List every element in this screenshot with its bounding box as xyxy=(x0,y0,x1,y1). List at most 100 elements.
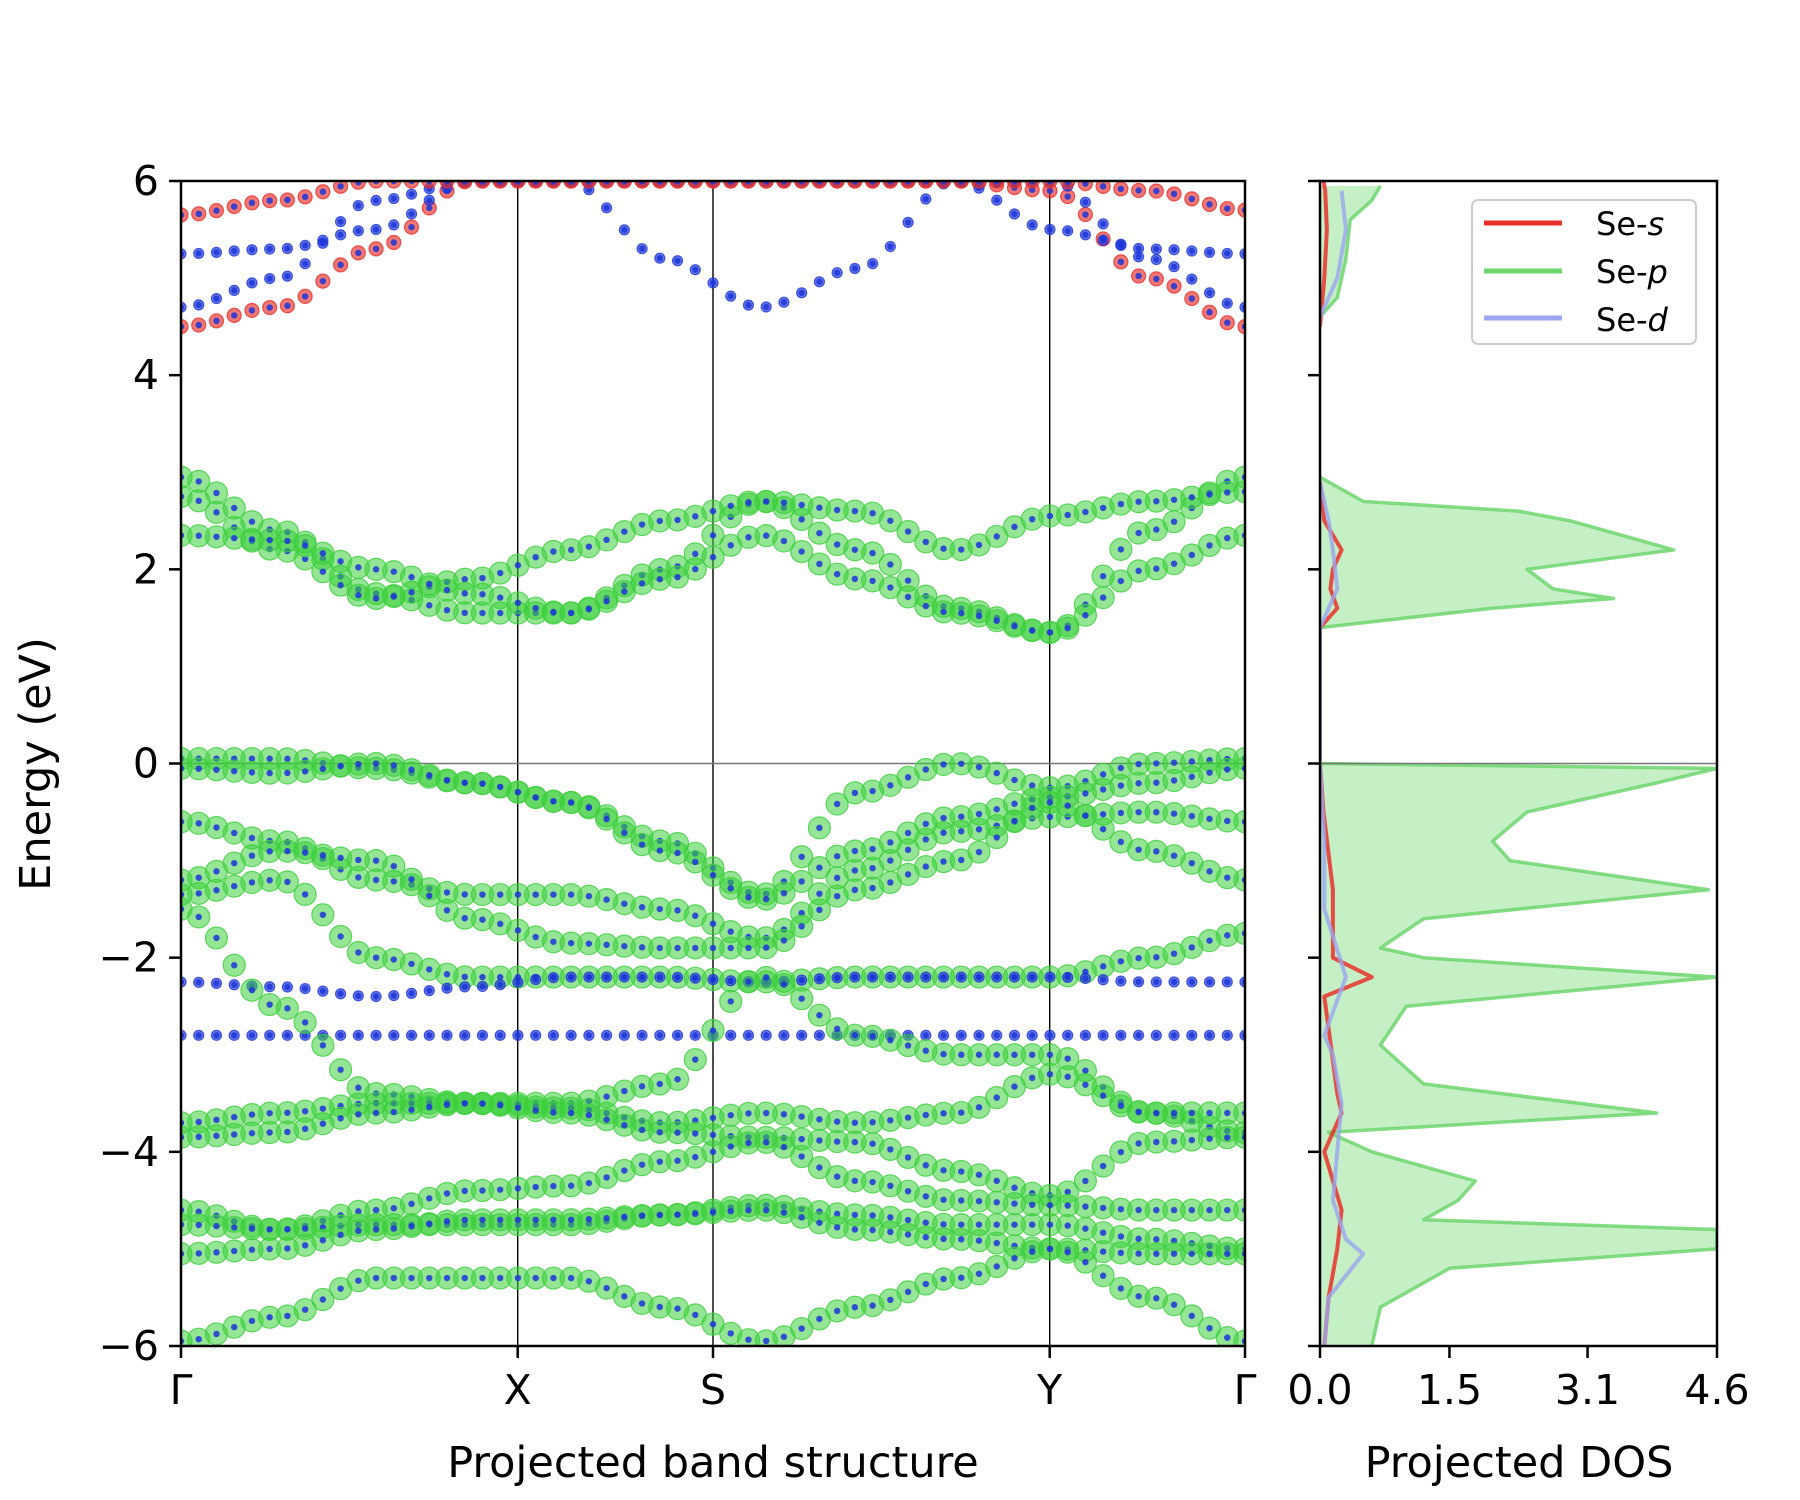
band-point-core xyxy=(1029,515,1036,523)
band-point-core xyxy=(798,853,805,860)
band-point-core xyxy=(816,906,823,914)
band-point-core xyxy=(372,1206,380,1214)
band-point-core xyxy=(1099,976,1107,983)
band-point-core xyxy=(922,1280,929,1288)
band-point-core xyxy=(727,1207,734,1215)
band-point-core xyxy=(816,504,823,511)
band-point-core xyxy=(408,990,415,997)
band-point-core xyxy=(798,1153,805,1160)
band-point-core xyxy=(231,767,238,775)
band-point-core xyxy=(692,1056,699,1063)
band-point-core xyxy=(1117,258,1125,266)
band-point-core xyxy=(887,839,894,846)
band-point-core xyxy=(248,536,256,543)
band-point-core xyxy=(248,986,256,994)
band-point-core xyxy=(727,542,734,549)
band-point-core xyxy=(1188,944,1196,951)
band-point xyxy=(758,181,774,189)
band-point-core xyxy=(1206,815,1213,823)
band-point-core xyxy=(1135,1206,1142,1214)
band-point-core xyxy=(1029,627,1036,634)
band-21 xyxy=(181,181,1245,223)
band-point-core xyxy=(603,941,610,948)
band-point xyxy=(811,181,827,189)
band-point-core xyxy=(231,1323,238,1331)
band-point-core xyxy=(514,1104,522,1112)
band-point-core xyxy=(372,993,380,1000)
band-point-core xyxy=(248,279,256,287)
legend-label-s: Se-s xyxy=(1596,205,1664,243)
band-point-core xyxy=(1206,1135,1213,1142)
band-point-core xyxy=(1099,572,1107,580)
band-point-core xyxy=(993,1221,1000,1228)
band-point-core xyxy=(1135,846,1142,853)
band-point-core xyxy=(284,1245,291,1252)
band-point-core xyxy=(266,1109,273,1117)
band-point-core xyxy=(532,553,539,561)
band-point-core xyxy=(1170,190,1178,198)
band-point-core xyxy=(301,542,309,549)
band-point-core xyxy=(993,834,1000,841)
band-point-core xyxy=(585,973,593,981)
band-point-core xyxy=(195,890,202,897)
band-point-core xyxy=(1170,1032,1178,1039)
band-point-core xyxy=(319,1120,327,1127)
band-point-core xyxy=(1206,309,1213,316)
band-point-core xyxy=(1011,523,1018,531)
band-point-core xyxy=(603,896,610,903)
band-point-core xyxy=(1011,210,1018,218)
band-point-core xyxy=(603,598,610,605)
band-point-core xyxy=(479,916,486,923)
band-point xyxy=(616,181,632,189)
band-point-core xyxy=(1117,838,1125,846)
band-point-core xyxy=(284,755,291,763)
band-point xyxy=(510,181,526,189)
band-point-core xyxy=(426,892,433,899)
band-point-core xyxy=(904,774,912,781)
band-point-core xyxy=(1011,1200,1018,1207)
band-point xyxy=(581,181,597,189)
band-point-core xyxy=(727,944,734,952)
band-point-core xyxy=(904,1154,912,1161)
band-point-core xyxy=(638,1126,646,1134)
band-point-core xyxy=(426,1032,433,1039)
band-point-core xyxy=(355,1111,362,1118)
band-point-core xyxy=(390,878,397,885)
band-point-core xyxy=(922,602,929,610)
band-point xyxy=(1233,523,1245,547)
band-point-core xyxy=(1117,977,1125,985)
band-point-core xyxy=(692,1311,699,1319)
band-point-core xyxy=(497,594,504,601)
band-point-core xyxy=(1135,1235,1142,1243)
band-point-core xyxy=(248,307,256,314)
band-point-core xyxy=(550,798,557,805)
band-point-core xyxy=(390,568,397,575)
band-point-core xyxy=(497,1186,504,1193)
band-point-core xyxy=(1153,245,1160,253)
band-point-core xyxy=(833,853,841,860)
band-point-core xyxy=(408,1200,415,1208)
band-point-core xyxy=(709,976,717,983)
band-point-core xyxy=(443,1101,451,1108)
band-point-core xyxy=(337,231,344,239)
band-point-core xyxy=(603,973,610,981)
band-point-core xyxy=(1224,978,1231,986)
band-point-core xyxy=(1082,1177,1089,1185)
band-point-core xyxy=(1170,950,1178,957)
band-point-core xyxy=(390,221,397,229)
band-point-core xyxy=(1099,183,1107,190)
band-point-core xyxy=(887,1228,894,1236)
band-point-core xyxy=(958,1168,965,1175)
band-point-core xyxy=(1046,973,1054,981)
band-point-core xyxy=(231,247,238,255)
band-point xyxy=(439,181,455,189)
band-point xyxy=(1233,921,1245,945)
band-point-core xyxy=(1170,282,1178,290)
band-point-core xyxy=(301,1306,309,1313)
band-point xyxy=(935,181,952,189)
band-point-core xyxy=(266,983,273,990)
band-point-core xyxy=(372,857,380,864)
band-point-core xyxy=(958,760,965,767)
band-point-core xyxy=(869,845,876,853)
band-point-core xyxy=(869,509,876,517)
